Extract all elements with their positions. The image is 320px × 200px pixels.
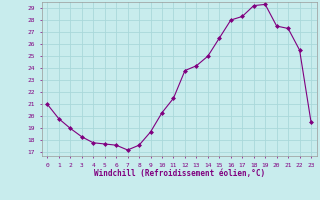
- X-axis label: Windchill (Refroidissement éolien,°C): Windchill (Refroidissement éolien,°C): [94, 169, 265, 178]
